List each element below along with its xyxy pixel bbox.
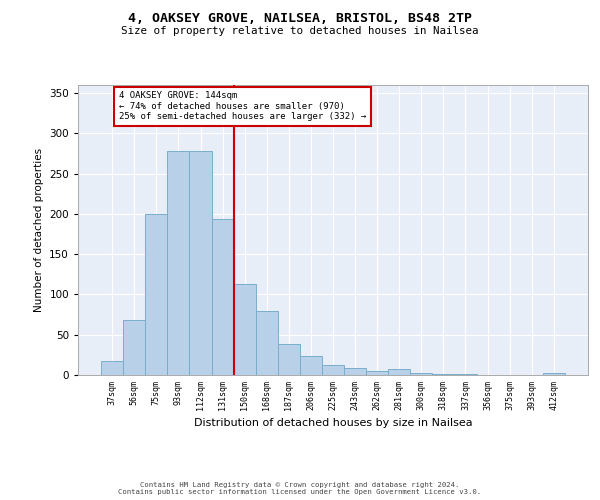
- Bar: [167, 151, 190, 375]
- Bar: [190, 151, 212, 375]
- Text: Contains HM Land Registry data © Crown copyright and database right 2024.: Contains HM Land Registry data © Crown c…: [140, 482, 460, 488]
- Text: 4 OAKSEY GROVE: 144sqm
← 74% of detached houses are smaller (970)
25% of semi-de: 4 OAKSEY GROVE: 144sqm ← 74% of detached…: [119, 92, 366, 121]
- Bar: [123, 320, 145, 375]
- Bar: [410, 372, 433, 375]
- Bar: [145, 214, 167, 375]
- Text: Contains public sector information licensed under the Open Government Licence v3: Contains public sector information licen…: [118, 489, 482, 495]
- Bar: [433, 374, 454, 375]
- Bar: [543, 374, 565, 375]
- Bar: [344, 368, 366, 375]
- Bar: [454, 374, 476, 375]
- Bar: [278, 344, 300, 375]
- Bar: [322, 364, 344, 375]
- Y-axis label: Number of detached properties: Number of detached properties: [34, 148, 44, 312]
- Bar: [388, 370, 410, 375]
- Bar: [212, 218, 233, 375]
- X-axis label: Distribution of detached houses by size in Nailsea: Distribution of detached houses by size …: [194, 418, 472, 428]
- Bar: [233, 284, 256, 375]
- Bar: [300, 356, 322, 375]
- Bar: [366, 371, 388, 375]
- Bar: [256, 312, 278, 375]
- Text: 4, OAKSEY GROVE, NAILSEA, BRISTOL, BS48 2TP: 4, OAKSEY GROVE, NAILSEA, BRISTOL, BS48 …: [128, 12, 472, 26]
- Text: Size of property relative to detached houses in Nailsea: Size of property relative to detached ho…: [121, 26, 479, 36]
- Bar: [101, 362, 123, 375]
